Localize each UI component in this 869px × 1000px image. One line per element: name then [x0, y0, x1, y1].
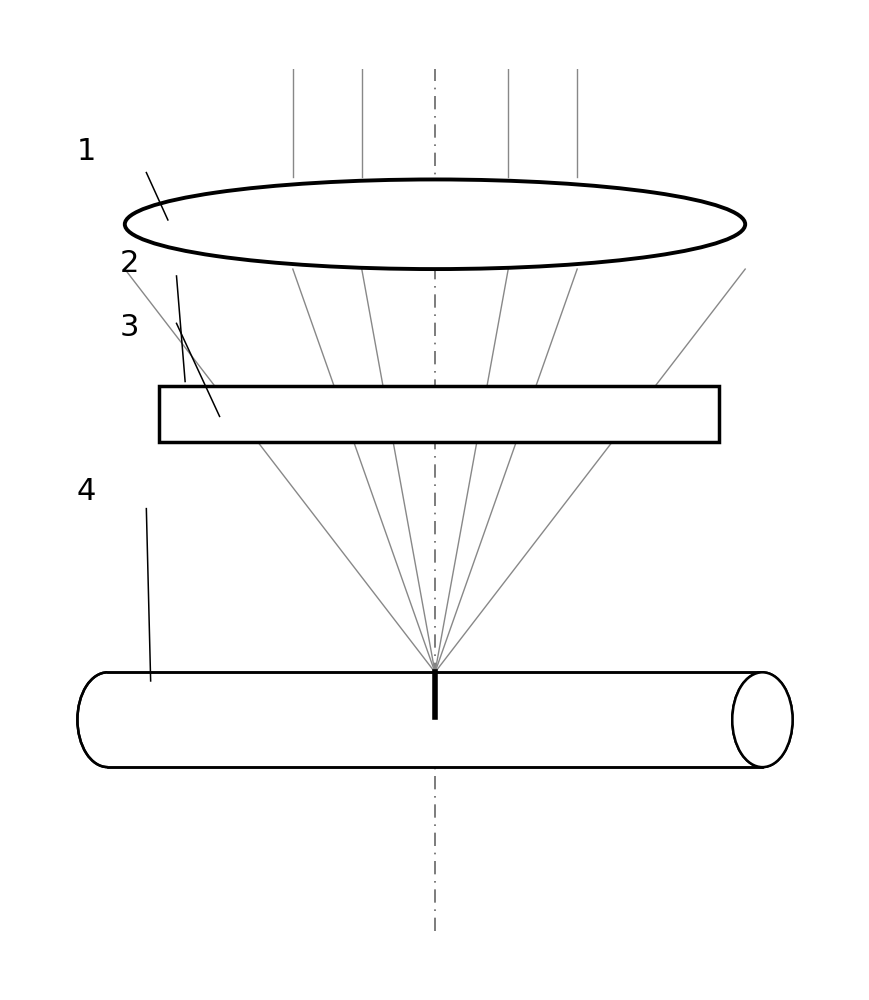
Ellipse shape [732, 672, 792, 767]
Bar [108, 672, 761, 767]
Bar [108, 672, 761, 767]
Text: 2: 2 [119, 249, 139, 278]
Ellipse shape [732, 672, 792, 767]
Ellipse shape [124, 179, 745, 269]
Bar [159, 386, 719, 442]
Text: 1: 1 [76, 137, 96, 166]
Text: 4: 4 [76, 477, 96, 506]
Text: 3: 3 [119, 313, 139, 342]
